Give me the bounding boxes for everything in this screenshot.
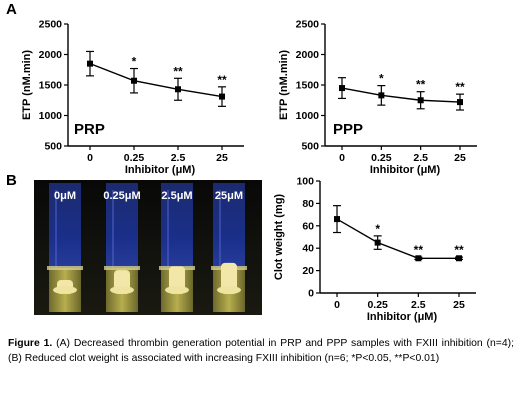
x-axis-title: Inhibitor (μM) — [125, 164, 196, 176]
y-tick-label: 2000 — [296, 49, 320, 61]
chart-prp-etp: 500 1000 1500 2000 2500 0 0.25 2.5 25 Inhibitor (… — [21, 19, 244, 176]
inset-label: PRP — [74, 121, 105, 138]
data-point — [456, 255, 462, 262]
clot-base — [217, 286, 241, 294]
chart-clot-weight: 0 20 40 60 80 100 0 0.25 2.5 25 Inhibitor (μM) Clot… — [273, 176, 476, 323]
vial-label: 2.5μM — [161, 190, 192, 202]
data-point — [415, 255, 422, 262]
x-tick-label: 2.5 — [411, 299, 426, 311]
significance-label: ** — [455, 80, 465, 94]
significance-label: ** — [173, 64, 183, 78]
panel-a-label: A — [6, 1, 17, 18]
y-tick-label: 1000 — [39, 110, 63, 122]
figure-caption: Figure 1. (A) Decreased thrombin generat… — [8, 337, 514, 366]
x-tick-label: 0 — [87, 152, 93, 164]
y-tick-label: 1000 — [296, 110, 320, 122]
clot-base — [53, 286, 77, 294]
significance-label: ** — [416, 78, 426, 92]
y-tick-label: 1500 — [39, 80, 63, 92]
x-tick-label: 25 — [453, 299, 465, 311]
x-tick-label: 25 — [216, 152, 228, 164]
x-axis-title: Inhibitor (μM) — [367, 311, 438, 323]
data-point — [378, 92, 385, 99]
vial-label: 0.25μM — [103, 190, 140, 202]
x-tick-label: 0 — [334, 299, 340, 311]
significance-label: ** — [454, 243, 464, 257]
caption-lead: Figure 1. — [8, 338, 53, 349]
y-axis-title: ETP (nM.min) — [278, 50, 290, 120]
chart-ppp-etp: 500 1000 1500 2000 2500 0 0.25 2.5 25 Inhibitor (… — [278, 19, 477, 176]
vial: 0.25μM — [103, 183, 141, 312]
vial-glass-top — [213, 183, 245, 275]
y-tick-label: 60 — [302, 220, 314, 232]
vial-label: 25μM — [215, 190, 243, 202]
x-tick-label: 0.25 — [124, 152, 145, 164]
vial: 2.5μM — [159, 183, 195, 312]
x-tick-label: 0.25 — [367, 299, 388, 311]
x-tick-label: 0 — [339, 152, 345, 164]
data-point — [131, 77, 137, 84]
vial: 0μM — [47, 183, 83, 312]
clot — [221, 262, 237, 294]
series-line — [341, 87, 461, 103]
vial-label: 0μM — [54, 190, 76, 202]
vial-glass-top — [106, 183, 138, 275]
data-point — [417, 97, 424, 104]
clot-base — [110, 286, 134, 294]
vial-meniscus — [104, 266, 140, 270]
y-tick-label: 40 — [302, 243, 314, 255]
y-tick-label: 2500 — [296, 19, 320, 31]
series-line — [336, 218, 459, 259]
data-point — [334, 216, 340, 223]
vial-glass-top — [161, 183, 193, 275]
x-tick-label: 2.5 — [413, 152, 428, 164]
y-tick-label: 100 — [296, 176, 314, 188]
y-tick-label: 0 — [308, 288, 314, 300]
panel-b-label: B — [6, 172, 17, 189]
y-tick-label: 2500 — [39, 19, 63, 31]
y-tick-label: 500 — [44, 141, 62, 153]
data-point — [457, 99, 463, 106]
y-tick-label: 500 — [301, 141, 319, 153]
significance-label: * — [132, 55, 137, 69]
data-point — [374, 239, 381, 246]
significance-label: ** — [217, 73, 227, 87]
clot-vials-photo: 0μM 0.25μM 2.5μM 25μM — [34, 180, 262, 315]
series-line — [89, 62, 223, 98]
y-axis-title: ETP (nM.min) — [21, 50, 33, 120]
vial-meniscus — [47, 266, 83, 270]
inset-label: PPP — [333, 121, 363, 138]
y-tick-label: 2000 — [39, 49, 63, 61]
caption-text: (A) Decreased thrombin generation potent… — [8, 338, 514, 364]
significance-label: * — [379, 72, 384, 86]
y-tick-label: 1500 — [296, 80, 320, 92]
vial-glass-top — [49, 183, 81, 275]
x-tick-label: 0.25 — [371, 152, 392, 164]
significance-label: * — [375, 222, 380, 236]
significance-label: ** — [414, 243, 424, 257]
y-axis-title: Clot weight (mg) — [273, 194, 285, 280]
x-tick-label: 2.5 — [171, 152, 186, 164]
clot-base — [165, 286, 189, 294]
y-tick-label: 80 — [302, 198, 314, 210]
y-tick-label: 20 — [302, 265, 314, 277]
x-axis-title: Inhibitor (μM) — [370, 164, 441, 176]
vial: 25μM — [211, 183, 247, 312]
data-point — [175, 86, 181, 93]
data-point — [87, 60, 93, 67]
x-tick-label: 25 — [454, 152, 466, 164]
data-point — [219, 93, 225, 100]
data-point — [339, 85, 345, 92]
